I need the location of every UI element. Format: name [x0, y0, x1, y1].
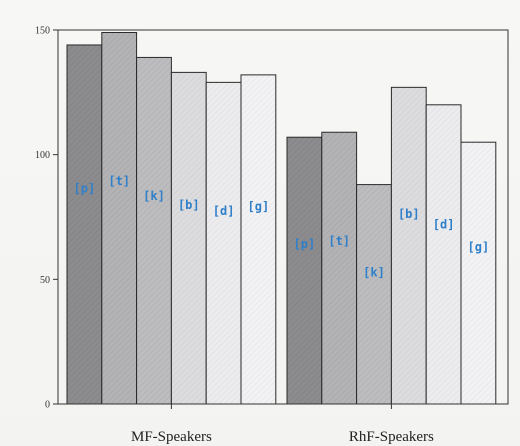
- bar-label: [t]: [108, 174, 130, 188]
- bar-label: [k]: [143, 189, 165, 203]
- bar-mf-speakers-3: [170, 71, 207, 405]
- bar-label: [d]: [213, 204, 235, 218]
- bar-rhf-speakers-3: [390, 86, 427, 405]
- bar-rhf-speakers-5: [460, 141, 497, 405]
- bar-label: [t]: [328, 234, 350, 248]
- bar-mf-speakers-2: [136, 56, 172, 405]
- bar-mf-speakers-4: [205, 81, 242, 405]
- y-tick-label: 150: [35, 26, 50, 37]
- bar-label: [g]: [248, 200, 270, 214]
- bar-mf-speakers-0: [66, 44, 103, 405]
- y-tick-label: 50: [40, 275, 50, 286]
- bar-label: [g]: [468, 240, 490, 254]
- x-category-label: MF-Speakers: [131, 429, 212, 445]
- bar-label: [p]: [294, 237, 316, 251]
- bar-rhf-speakers-0: [286, 136, 323, 405]
- plot-frame: [57, 29, 509, 405]
- bar-rhf-speakers-4: [425, 104, 462, 405]
- bar-rhf-speakers-1: [321, 131, 358, 405]
- y-tick-label: 0: [45, 400, 50, 411]
- bar-mf-speakers-5: [240, 74, 277, 405]
- bar-label: [k]: [363, 265, 385, 279]
- bars-layer: [66, 31, 497, 405]
- plot-border: [57, 29, 509, 405]
- bar-label: [d]: [433, 217, 455, 231]
- y-tick-label: 100: [35, 150, 50, 161]
- bar-labels-layer: [p] [t] [k] [b] [d] [g] [p] [t] [k] [b] [d] [g]: [74, 174, 490, 279]
- bar-rhf-speakers-2: [356, 184, 392, 405]
- bar-label: [b]: [178, 198, 200, 212]
- bar-label: [b]: [398, 207, 420, 221]
- y-axis: 0 50 100 150: [35, 26, 58, 411]
- x-category-label: RhF-Speakers: [349, 429, 434, 445]
- x-axis-labels: MF-Speakers RhF-Speakers: [131, 404, 434, 445]
- bar-mf-speakers-1: [101, 31, 138, 405]
- bar-label: [p]: [74, 182, 96, 196]
